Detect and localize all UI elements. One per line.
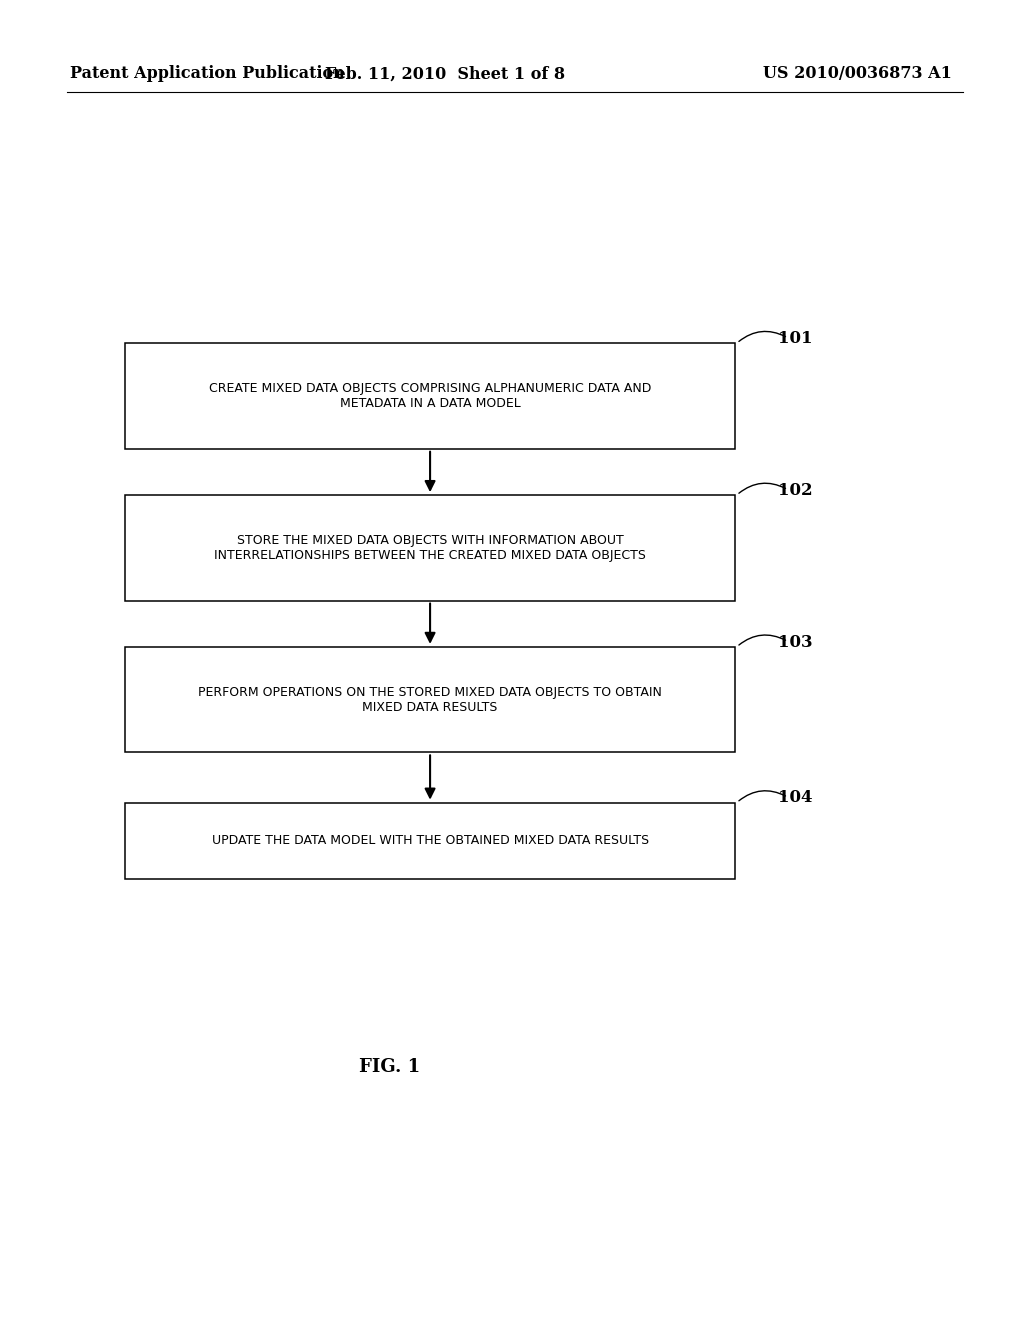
- Text: FIG. 1: FIG. 1: [358, 1057, 420, 1076]
- FancyBboxPatch shape: [125, 495, 735, 601]
- FancyBboxPatch shape: [125, 647, 735, 752]
- Text: CREATE MIXED DATA OBJECTS COMPRISING ALPHANUMERIC DATA AND
METADATA IN A DATA MO: CREATE MIXED DATA OBJECTS COMPRISING ALP…: [209, 381, 651, 411]
- Text: STORE THE MIXED DATA OBJECTS WITH INFORMATION ABOUT
INTERRELATIONSHIPS BETWEEN T: STORE THE MIXED DATA OBJECTS WITH INFORM…: [214, 533, 646, 562]
- Text: Patent Application Publication: Patent Application Publication: [70, 66, 344, 82]
- FancyBboxPatch shape: [125, 803, 735, 879]
- Text: US 2010/0036873 A1: US 2010/0036873 A1: [764, 66, 952, 82]
- Text: 101: 101: [778, 330, 812, 347]
- Text: PERFORM OPERATIONS ON THE STORED MIXED DATA OBJECTS TO OBTAIN
MIXED DATA RESULTS: PERFORM OPERATIONS ON THE STORED MIXED D…: [198, 685, 663, 714]
- Text: 102: 102: [778, 482, 812, 499]
- Text: 104: 104: [778, 789, 812, 807]
- Text: 103: 103: [778, 634, 812, 651]
- Text: UPDATE THE DATA MODEL WITH THE OBTAINED MIXED DATA RESULTS: UPDATE THE DATA MODEL WITH THE OBTAINED …: [212, 834, 648, 847]
- Text: Feb. 11, 2010  Sheet 1 of 8: Feb. 11, 2010 Sheet 1 of 8: [326, 66, 565, 82]
- FancyBboxPatch shape: [125, 343, 735, 449]
